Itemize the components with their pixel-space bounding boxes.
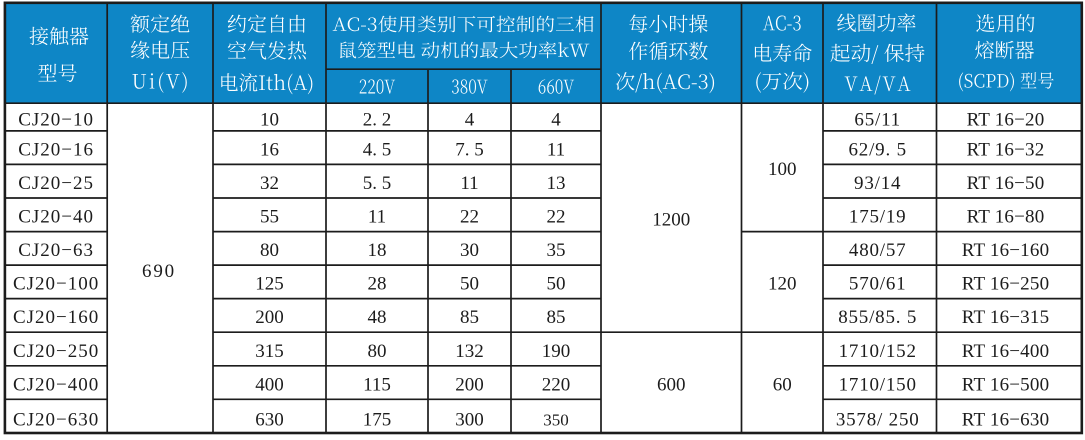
svg-text:55: 55 <box>260 207 279 228</box>
svg-text:3578/ 250: 3578/ 250 <box>836 409 920 430</box>
svg-text:CJ20−160: CJ20−160 <box>13 307 99 328</box>
svg-text:132: 132 <box>455 341 484 362</box>
svg-text:RT 16−315: RT 16−315 <box>962 307 1050 328</box>
svg-text:2. 2: 2. 2 <box>363 110 392 131</box>
svg-text:4: 4 <box>551 110 561 131</box>
svg-text:855/85. 5: 855/85. 5 <box>838 307 917 328</box>
svg-text:62/9. 5: 62/9. 5 <box>849 140 907 161</box>
svg-text:220: 220 <box>542 374 571 395</box>
svg-text:CJ20−25: CJ20−25 <box>18 173 94 194</box>
svg-text:CJ20−400: CJ20−400 <box>13 374 99 395</box>
svg-text:13: 13 <box>547 173 566 194</box>
svg-text:1710/152: 1710/152 <box>839 341 917 362</box>
svg-text:RT 16−630: RT 16−630 <box>962 409 1050 430</box>
svg-text:400: 400 <box>255 374 284 395</box>
svg-text:30: 30 <box>460 240 479 261</box>
svg-text:48: 48 <box>368 307 387 328</box>
svg-text:85: 85 <box>460 307 479 328</box>
svg-text:CJ20−16: CJ20−16 <box>18 140 94 161</box>
svg-text:10: 10 <box>260 110 279 131</box>
svg-text:22: 22 <box>460 207 479 228</box>
svg-text:18: 18 <box>368 240 387 261</box>
svg-text:50: 50 <box>460 274 479 295</box>
svg-text:80: 80 <box>368 341 387 362</box>
svg-text:300: 300 <box>455 409 484 430</box>
svg-text:RT 16−32: RT 16−32 <box>967 140 1045 161</box>
svg-text:190: 190 <box>542 341 571 362</box>
svg-text:93/14: 93/14 <box>854 173 901 194</box>
svg-text:50: 50 <box>547 274 566 295</box>
svg-text:690: 690 <box>142 261 176 282</box>
svg-text:CJ20−63: CJ20−63 <box>18 240 94 261</box>
svg-text:200: 200 <box>255 307 284 328</box>
svg-text:200: 200 <box>455 374 484 395</box>
svg-text:85: 85 <box>547 307 566 328</box>
svg-text:CJ20−250: CJ20−250 <box>13 341 99 362</box>
svg-text:35: 35 <box>547 240 566 261</box>
svg-text:315: 315 <box>255 341 284 362</box>
svg-text:630: 630 <box>255 409 284 430</box>
svg-text:RT 16−80: RT 16−80 <box>967 207 1045 228</box>
svg-text:11: 11 <box>460 173 478 194</box>
svg-text:16: 16 <box>260 140 279 161</box>
svg-text:175/19: 175/19 <box>849 207 907 228</box>
svg-text:120: 120 <box>768 274 797 295</box>
svg-text:RT 16−500: RT 16−500 <box>962 374 1050 395</box>
svg-text:350: 350 <box>543 410 569 429</box>
svg-text:125: 125 <box>255 274 284 295</box>
svg-text:22: 22 <box>547 207 566 228</box>
svg-text:1200: 1200 <box>652 210 690 231</box>
svg-text:100: 100 <box>768 159 797 180</box>
svg-text:CJ20−40: CJ20−40 <box>18 207 94 228</box>
svg-text:570/61: 570/61 <box>849 274 907 295</box>
svg-text:RT 16−20: RT 16−20 <box>967 110 1045 131</box>
svg-text:4. 5: 4. 5 <box>363 140 392 161</box>
svg-text:RT 16−250: RT 16−250 <box>962 274 1050 295</box>
svg-text:480/57: 480/57 <box>849 240 907 261</box>
svg-text:600: 600 <box>657 374 686 395</box>
svg-text:11: 11 <box>547 140 565 161</box>
svg-text:65/11: 65/11 <box>854 110 901 131</box>
svg-text:RT 16−400: RT 16−400 <box>962 341 1050 362</box>
svg-text:CJ20−630: CJ20−630 <box>13 409 99 430</box>
svg-text:4: 4 <box>465 110 475 131</box>
svg-text:5. 5: 5. 5 <box>363 173 392 194</box>
svg-text:CJ20−100: CJ20−100 <box>13 274 99 295</box>
svg-text:RT 16−50: RT 16−50 <box>967 173 1045 194</box>
svg-text:60: 60 <box>773 374 792 395</box>
svg-text:CJ20−10: CJ20−10 <box>18 110 94 131</box>
svg-text:115: 115 <box>363 374 391 395</box>
svg-text:32: 32 <box>260 173 279 194</box>
svg-text:7. 5: 7. 5 <box>455 140 484 161</box>
svg-text:28: 28 <box>368 274 387 295</box>
svg-text:1710/150: 1710/150 <box>839 374 917 395</box>
svg-text:11: 11 <box>368 207 386 228</box>
svg-text:RT 16−160: RT 16−160 <box>962 240 1050 261</box>
svg-text:80: 80 <box>260 240 279 261</box>
svg-text:175: 175 <box>363 409 392 430</box>
